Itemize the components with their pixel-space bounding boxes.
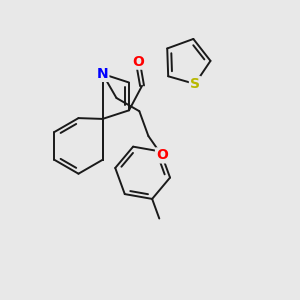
Text: N: N: [97, 67, 108, 81]
Text: O: O: [156, 148, 168, 162]
Text: S: S: [190, 77, 200, 91]
Text: O: O: [132, 55, 144, 69]
